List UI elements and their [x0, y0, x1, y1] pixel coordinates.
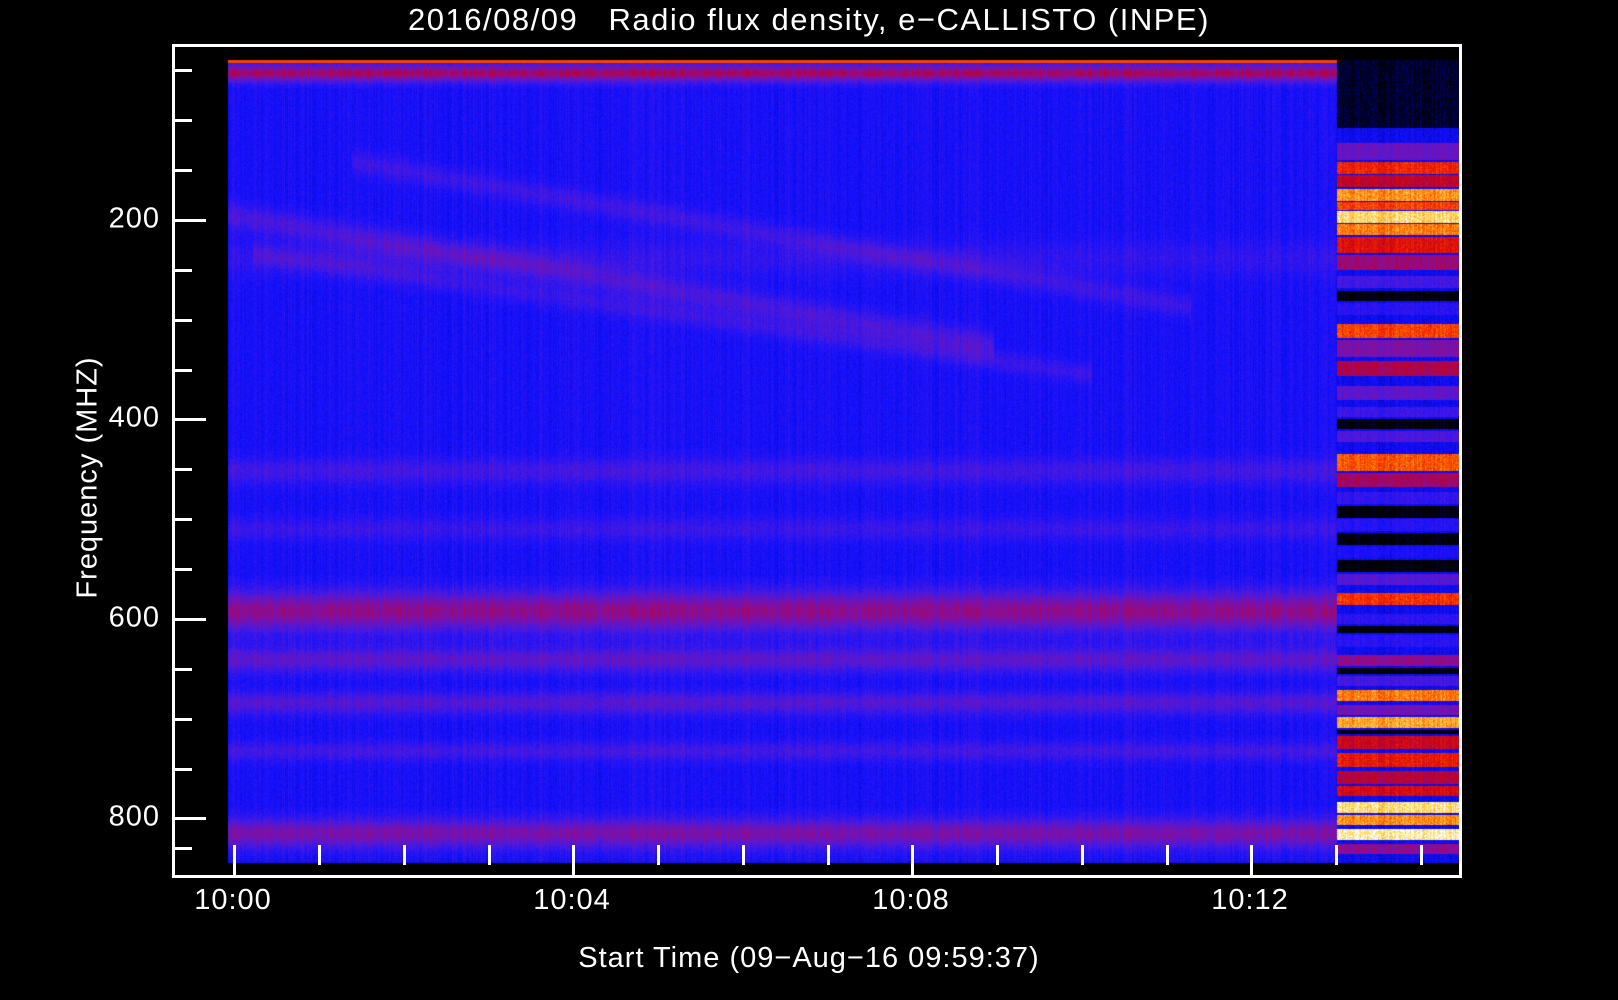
- x-tick-minor: [1166, 845, 1169, 865]
- x-tick-minor: [488, 845, 491, 865]
- y-tick-minor: [172, 847, 192, 850]
- x-tick-label: 10:12: [1211, 884, 1289, 916]
- x-tick-minor: [742, 845, 745, 865]
- x-tick-major: [572, 845, 575, 878]
- x-tick-major: [233, 845, 236, 878]
- y-tick-minor: [172, 369, 192, 372]
- y-tick-major: [172, 618, 206, 621]
- y-tick-minor: [172, 768, 192, 771]
- x-tick-minor: [657, 845, 660, 865]
- y-tick-minor: [172, 718, 192, 721]
- x-tick-minor: [827, 845, 830, 865]
- x-tick-major: [1250, 845, 1253, 878]
- y-tick-minor: [172, 69, 192, 72]
- y-tick-minor: [172, 568, 192, 571]
- x-tick-major: [911, 845, 914, 878]
- page-title: 2016/08/09 Radio flux density, e−CALLIST…: [408, 2, 1210, 37]
- y-tick-label: 800: [108, 800, 160, 833]
- x-tick-label: 10:04: [533, 884, 611, 916]
- x-axis-title: Start Time (09−Aug−16 09:59:37): [578, 942, 1040, 974]
- y-tick-major: [172, 817, 206, 820]
- plot-frame: [172, 44, 1462, 878]
- y-tick-minor: [172, 468, 192, 471]
- y-tick-major: [172, 418, 206, 421]
- y-tick-minor: [172, 269, 192, 272]
- y-tick-minor: [172, 518, 192, 521]
- x-tick-label: 10:08: [872, 884, 950, 916]
- x-tick-minor: [318, 845, 321, 865]
- y-tick-label: 200: [108, 202, 160, 235]
- x-tick-minor: [996, 845, 999, 865]
- x-tick-label: 10:00: [194, 884, 272, 916]
- y-tick-major: [172, 219, 206, 222]
- spectrogram-canvas: [175, 47, 1459, 875]
- y-tick-label: 400: [108, 401, 160, 434]
- y-tick-minor: [172, 119, 192, 122]
- y-tick-minor: [172, 169, 192, 172]
- y-axis-title: Frequency (MHZ): [71, 356, 104, 599]
- y-tick-minor: [172, 668, 192, 671]
- y-tick-label: 600: [108, 601, 160, 634]
- x-tick-minor: [403, 845, 406, 865]
- x-tick-minor: [1420, 845, 1423, 865]
- x-tick-minor: [1335, 845, 1338, 865]
- y-tick-minor: [172, 319, 192, 322]
- x-tick-minor: [1081, 845, 1084, 865]
